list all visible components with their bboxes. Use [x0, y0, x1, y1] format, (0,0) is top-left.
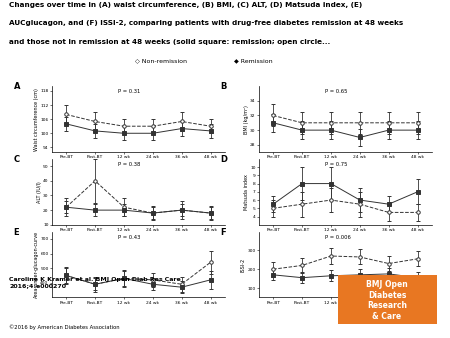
Y-axis label: ISSI-2: ISSI-2	[241, 258, 246, 271]
Y-axis label: BMI (kg/m²): BMI (kg/m²)	[243, 105, 249, 134]
Text: Caroline K Kramer et al. BMJ Open Diab Res Care
2016;4:e000270: Caroline K Kramer et al. BMJ Open Diab R…	[9, 277, 181, 288]
Text: Diabetes: Diabetes	[368, 291, 406, 299]
Text: and those not in remission at 48 weeks (solid square: remission; open circle...: and those not in remission at 48 weeks (…	[9, 39, 330, 45]
Text: A: A	[14, 82, 20, 91]
Text: P = 0.31: P = 0.31	[117, 90, 140, 95]
Text: P = 0.75: P = 0.75	[324, 162, 347, 167]
FancyBboxPatch shape	[338, 275, 436, 324]
Text: ◇ Non-remission: ◇ Non-remission	[135, 58, 187, 63]
Text: Changes over time in (A) waist circumference, (B) BMI, (C) ALT, (D) Matsuda inde: Changes over time in (A) waist circumfer…	[9, 2, 362, 8]
Y-axis label: ALT (IU/l): ALT (IU/l)	[36, 181, 41, 203]
Y-axis label: Waist circumference (cm): Waist circumference (cm)	[34, 88, 39, 151]
Text: Research: Research	[367, 301, 407, 310]
Y-axis label: Area-under-glucagon-curve: Area-under-glucagon-curve	[34, 231, 39, 298]
Text: P = 0.38: P = 0.38	[117, 162, 140, 167]
Text: & Care: & Care	[373, 312, 401, 321]
Text: P = 0.006: P = 0.006	[324, 235, 351, 240]
Text: BMJ Open: BMJ Open	[366, 280, 408, 289]
Text: D: D	[220, 155, 228, 164]
Text: ©2016 by American Diabetes Association: ©2016 by American Diabetes Association	[9, 324, 120, 330]
Text: P = 0.65: P = 0.65	[324, 90, 347, 95]
Text: AUCglucagon, and (F) ISSI-2, comparing patients with drug-free diabetes remissio: AUCglucagon, and (F) ISSI-2, comparing p…	[9, 20, 403, 26]
Y-axis label: Matsuda index: Matsuda index	[243, 174, 249, 210]
Text: ◆ Remission: ◆ Remission	[234, 58, 273, 63]
Text: E: E	[14, 227, 19, 237]
Text: F: F	[220, 227, 226, 237]
Text: B: B	[220, 82, 227, 91]
Text: C: C	[14, 155, 20, 164]
Text: P = 0.43: P = 0.43	[117, 235, 140, 240]
